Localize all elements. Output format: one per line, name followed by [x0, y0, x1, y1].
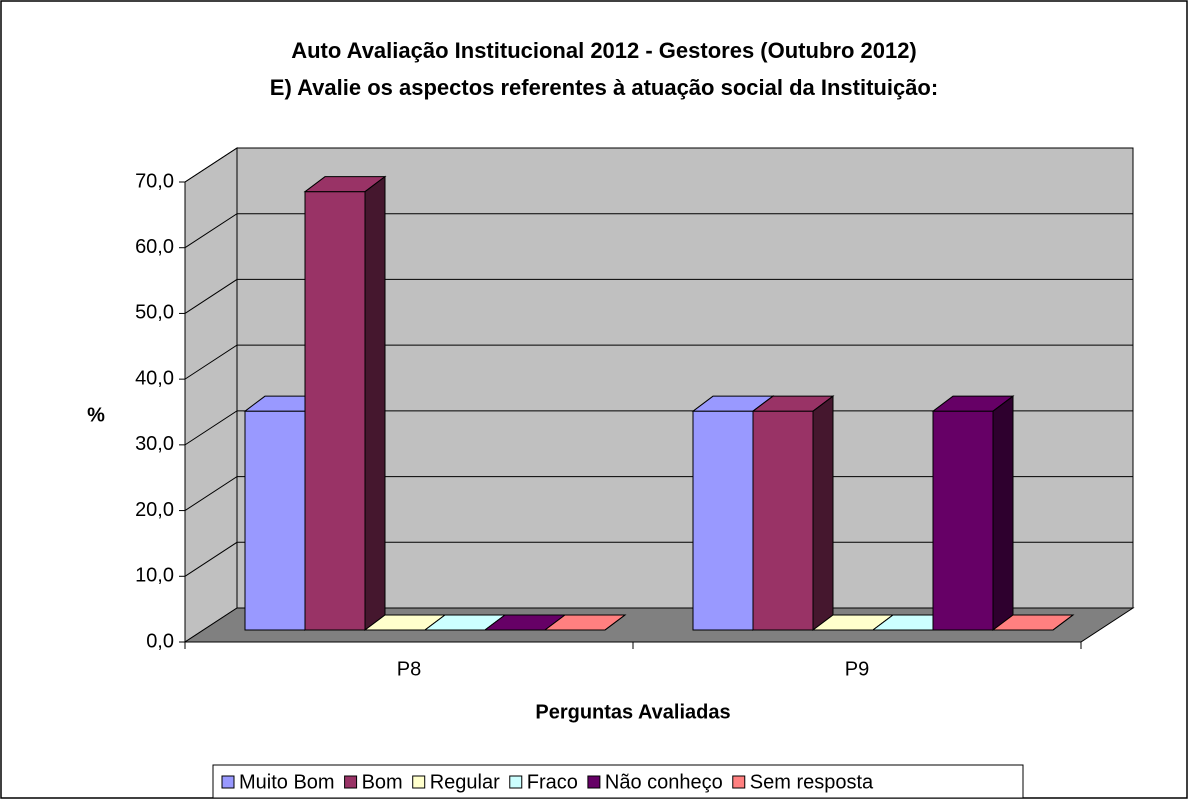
- bar: [304, 191, 366, 631]
- y-tick-label: 10,0: [135, 565, 174, 587]
- bar: [752, 410, 814, 631]
- legend-marker: [344, 775, 358, 789]
- legend-marker: [732, 775, 746, 789]
- y-tick-label: 20,0: [135, 499, 174, 521]
- grid-line: [184, 147, 1133, 183]
- grid-line: [184, 344, 1133, 380]
- grid-line: [184, 541, 1133, 577]
- y-axis-label: %: [87, 404, 105, 426]
- x-axis-label: Perguntas Avaliadas: [535, 701, 730, 723]
- bar-side: [992, 395, 1014, 631]
- bar-side: [604, 614, 626, 631]
- y-tick-label: 30,0: [135, 433, 174, 455]
- legend-label: Regular: [430, 771, 500, 793]
- x-tick-label: P8: [397, 658, 421, 680]
- bar: [692, 410, 754, 631]
- legend-marker: [221, 775, 235, 789]
- legend-marker: [587, 775, 601, 789]
- y-tick-label: 50,0: [135, 302, 174, 324]
- legend-marker: [412, 775, 426, 789]
- y-tick-label: 60,0: [135, 236, 174, 258]
- grid-line: [184, 213, 1133, 249]
- y-tick-label: 70,0: [135, 170, 174, 192]
- legend-label: Bom: [362, 771, 403, 793]
- bar-side: [364, 175, 386, 631]
- legend-label: Sem resposta: [750, 771, 874, 793]
- bar: [244, 410, 306, 631]
- chart-title: Auto Avaliação Institucional 2012 - Gest…: [291, 38, 917, 63]
- grid-line: [184, 278, 1133, 314]
- legend-label: Muito Bom: [239, 771, 335, 793]
- grid-line: [184, 410, 1133, 446]
- y-tick-label: 0,0: [146, 630, 174, 652]
- legend-label: Não conheço: [605, 771, 723, 793]
- chart-subtitle: E) Avalie os aspectos referentes à atuaç…: [270, 75, 938, 100]
- x-tick-label: P9: [845, 658, 869, 680]
- bar-side: [812, 395, 834, 631]
- legend-marker: [509, 775, 523, 789]
- bar-side: [1052, 614, 1074, 631]
- grid-line: [184, 476, 1133, 511]
- legend-label: Fraco: [527, 771, 578, 793]
- y-tick-label: 40,0: [135, 367, 174, 389]
- bar: [932, 410, 994, 631]
- side-wall: [184, 147, 238, 643]
